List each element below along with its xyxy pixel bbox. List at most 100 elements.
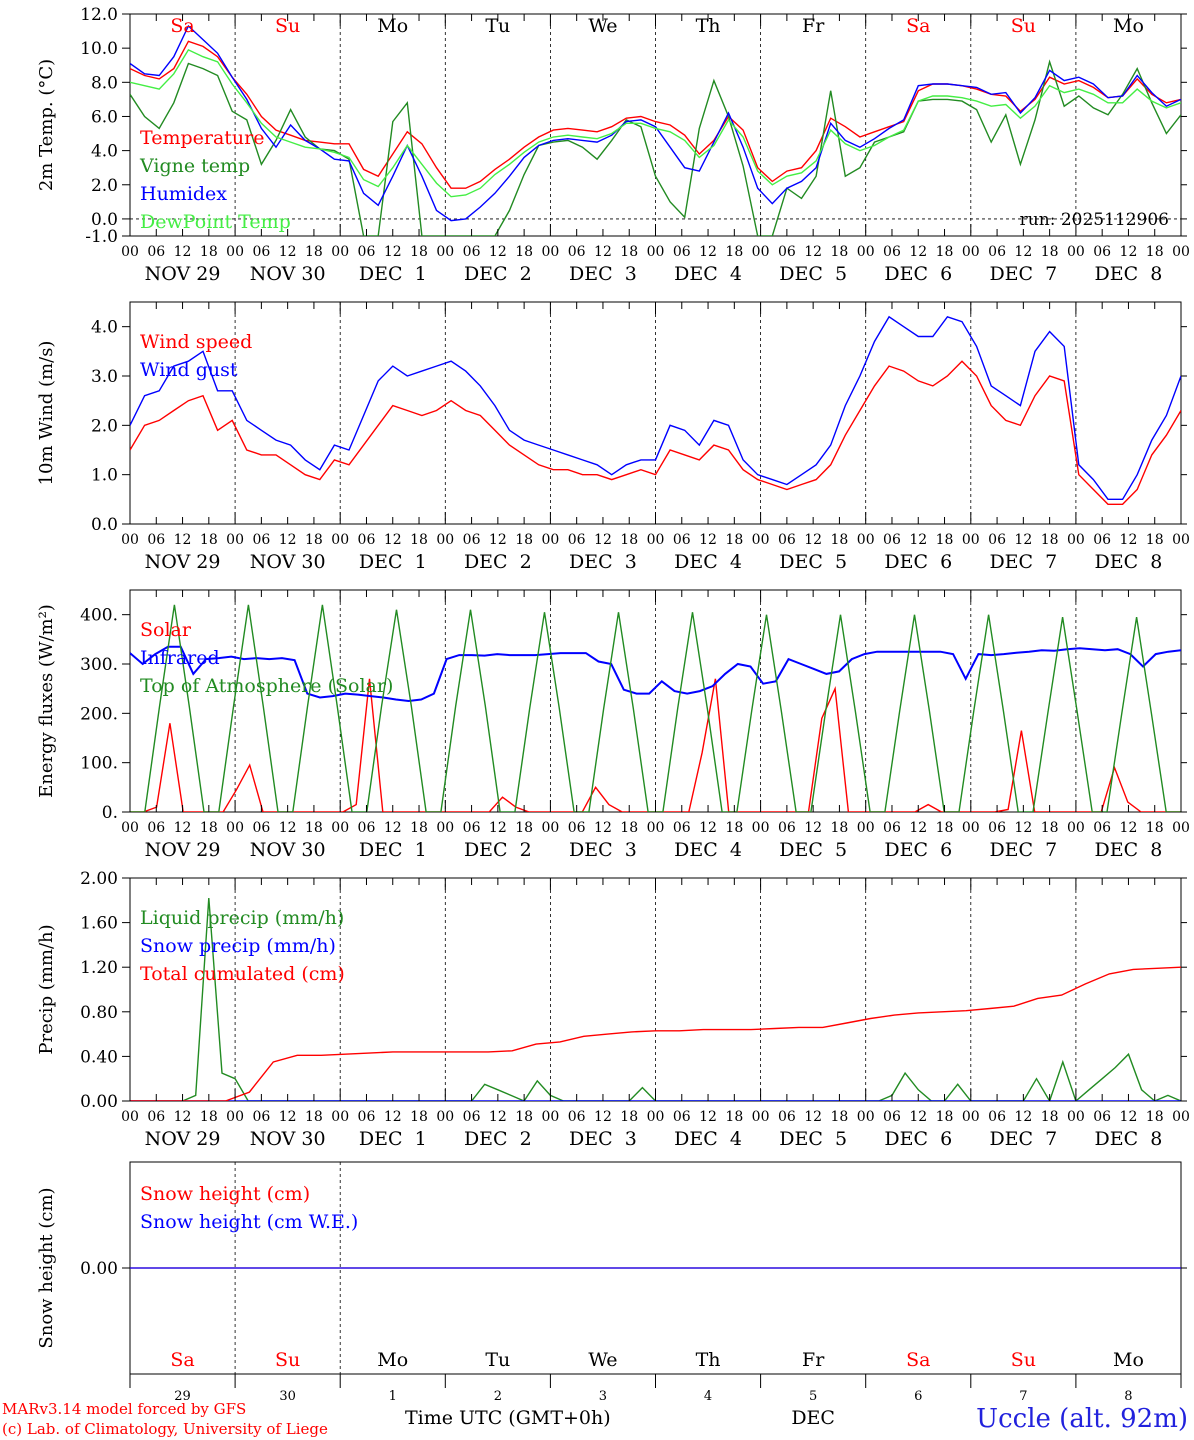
- date-label: DEC 7: [989, 551, 1057, 573]
- y-tick-label: 2.0: [91, 416, 118, 436]
- hour-tick-label: 18: [725, 532, 743, 548]
- date-label: DEC 7: [989, 839, 1057, 861]
- weekday-label: We: [588, 1349, 617, 1371]
- day-number-label: 3: [599, 1389, 607, 1404]
- hour-tick-label: 18: [1146, 1109, 1164, 1125]
- chart-panel-1: -1.00.0 2.0 4.0 6.0 8.0 10.0 12.0 run: 20251129…: [36, 5, 1190, 285]
- hour-tick-label: 00: [541, 532, 559, 548]
- date-label: DEC 3: [569, 839, 637, 861]
- y-axis-label: Snow height (cm): [36, 1187, 57, 1348]
- date-label: DEC 1: [359, 839, 427, 861]
- weekday-label: Mo: [1113, 1349, 1144, 1371]
- date-label: NOV 30: [250, 551, 326, 573]
- hour-tick-label: 06: [883, 244, 901, 260]
- date-label: DEC 4: [674, 1128, 742, 1150]
- hour-tick-label: 12: [699, 1109, 717, 1125]
- date-label: DEC 6: [884, 263, 952, 285]
- y-tick-label: 4.0: [91, 142, 118, 162]
- hour-tick-label: 00: [436, 244, 454, 260]
- hour-tick-label: 00: [226, 532, 244, 548]
- hour-tick-label: 12: [384, 532, 402, 548]
- date-label: DEC 4: [674, 263, 742, 285]
- hour-tick-label: 00: [121, 820, 139, 836]
- hour-tick-label: 18: [936, 820, 954, 836]
- hour-tick-label: 18: [515, 532, 533, 548]
- weekday-label: Th: [696, 15, 721, 37]
- hour-tick-label: 12: [1120, 532, 1138, 548]
- hour-tick-label: 06: [252, 820, 270, 836]
- legend-entry: Top of Atmosphere (Solar): [140, 675, 393, 697]
- hour-tick-label: 12: [489, 820, 507, 836]
- hour-tick-label: 00: [541, 1109, 559, 1125]
- legend-entry: Vigne temp: [139, 155, 250, 177]
- date-label: NOV 30: [250, 1128, 326, 1150]
- hour-tick-label: 00: [226, 1109, 244, 1125]
- y-tick-label: 200.: [80, 704, 118, 724]
- weekday-label: Sa: [170, 15, 194, 37]
- hour-tick-label: 06: [568, 820, 586, 836]
- day-number-label: 4: [704, 1389, 712, 1404]
- weekday-label: Su: [275, 15, 300, 37]
- hour-tick-label: 06: [358, 820, 376, 836]
- chart-panel-2: 0.0 1.0 2.0 3.0 4.0 10m Wind (m/s) Wind speed W…: [36, 301, 1190, 573]
- hour-tick-label: 00: [647, 1109, 665, 1125]
- legend-entry: Snow height (cm W.E.): [140, 1211, 358, 1233]
- weekday-label: Tu: [485, 1349, 510, 1371]
- hour-tick-label: 18: [1146, 820, 1164, 836]
- hour-tick-label: 18: [725, 820, 743, 836]
- weekday-label: Su: [1011, 15, 1036, 37]
- hour-tick-label: 06: [673, 244, 691, 260]
- hour-tick-label: 06: [673, 532, 691, 548]
- hour-tick-label: 00: [962, 820, 980, 836]
- date-label: DEC 8: [1095, 263, 1163, 285]
- date-label: NOV 30: [250, 839, 326, 861]
- hour-tick-label: 18: [410, 244, 428, 260]
- chart-panel-4: 0.00 0.40 0.80 1.20 1.60 2.00 Precip (mm/h) Liq…: [36, 869, 1190, 1150]
- hour-tick-label: 06: [358, 1109, 376, 1125]
- hour-tick-label: 06: [252, 532, 270, 548]
- hour-tick-label: 06: [673, 1109, 691, 1125]
- hour-tick-label: 18: [515, 1109, 533, 1125]
- hour-tick-label: 00: [752, 1109, 770, 1125]
- date-label: DEC 8: [1095, 551, 1163, 573]
- hour-tick-label: 06: [883, 1109, 901, 1125]
- hour-tick-label: 00: [331, 244, 349, 260]
- hour-tick-label: 06: [988, 532, 1006, 548]
- weekday-label: Su: [275, 1349, 300, 1371]
- hour-tick-label: 06: [568, 532, 586, 548]
- hour-tick-label: 18: [200, 532, 218, 548]
- hour-tick-label: 18: [936, 244, 954, 260]
- date-label: DEC 2: [464, 1128, 532, 1150]
- date-label: DEC 6: [884, 551, 952, 573]
- hour-tick-label: 00: [962, 244, 980, 260]
- hour-tick-label: 06: [778, 1109, 796, 1125]
- hour-tick-label: 18: [1041, 820, 1059, 836]
- date-label: DEC 1: [359, 263, 427, 285]
- date-label: NOV 29: [145, 1128, 221, 1150]
- hour-tick-label: 18: [620, 244, 638, 260]
- legend-entry: Wind speed: [140, 331, 252, 353]
- date-label: DEC 3: [569, 551, 637, 573]
- hour-tick-label: 06: [252, 244, 270, 260]
- day-number-label: 29: [174, 1389, 191, 1404]
- hour-tick-label: 18: [200, 244, 218, 260]
- hour-tick-label: 00: [1172, 244, 1190, 260]
- hour-tick-label: 06: [988, 820, 1006, 836]
- hour-tick-label: 12: [1120, 820, 1138, 836]
- hour-tick-label: 00: [541, 244, 559, 260]
- hour-tick-label: 00: [1067, 532, 1085, 548]
- y-tick-label: 300.: [80, 655, 118, 675]
- hour-tick-label: 12: [1014, 244, 1032, 260]
- hour-tick-label: 00: [541, 820, 559, 836]
- hour-tick-label: 00: [647, 532, 665, 548]
- date-label: DEC 7: [989, 1128, 1057, 1150]
- legend-entry: Liquid precip (mm/h): [140, 907, 344, 929]
- hour-tick-label: 00: [857, 1109, 875, 1125]
- date-label: DEC 5: [779, 551, 847, 573]
- weekday-label: Th: [696, 1349, 721, 1371]
- hour-tick-label: 06: [568, 1109, 586, 1125]
- hour-tick-label: 18: [725, 244, 743, 260]
- date-label: NOV 29: [145, 551, 221, 573]
- hour-tick-label: 12: [384, 1109, 402, 1125]
- hour-tick-label: 06: [883, 532, 901, 548]
